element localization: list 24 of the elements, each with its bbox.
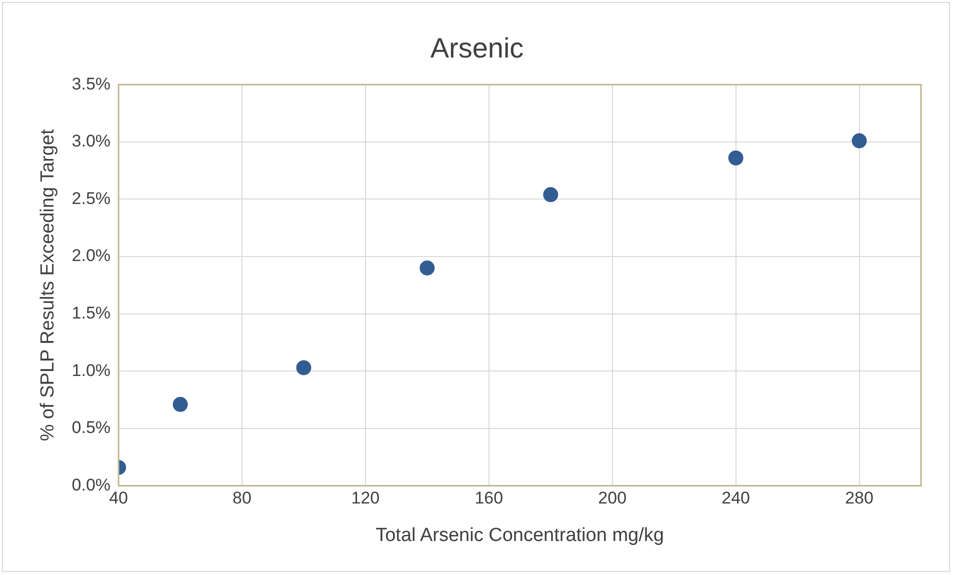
point xyxy=(543,187,558,202)
y-tick-label: 2.0% xyxy=(72,246,111,266)
x-tick-label: 120 xyxy=(351,488,380,508)
chart-title: Arsenic xyxy=(430,32,524,64)
y-tick-label: 3.5% xyxy=(72,74,111,94)
x-axis-title: Total Arsenic Concentration mg/kg xyxy=(376,524,664,546)
x-tick-label: 40 xyxy=(109,488,128,508)
y-tick-label: 1.0% xyxy=(72,360,111,380)
y-tick-label: 0.0% xyxy=(72,475,111,494)
point xyxy=(172,396,188,412)
y-tick-label: 1.5% xyxy=(72,304,111,323)
y-axis-title: % of SPLP Results Exceeding Target xyxy=(38,128,59,442)
y-tick-label: 3.0% xyxy=(72,132,111,151)
point xyxy=(728,150,744,166)
x-tick-label: 80 xyxy=(232,488,252,508)
y-tick-label: 2.5% xyxy=(72,188,111,208)
x-tick-label: 240 xyxy=(722,488,750,508)
point xyxy=(420,260,435,276)
x-tick-label: 160 xyxy=(474,488,504,508)
x-tick-label: 200 xyxy=(598,488,627,508)
y-tick-label: 0.5% xyxy=(72,418,111,438)
point xyxy=(296,360,312,376)
point xyxy=(852,133,867,148)
x-tick-label: 280 xyxy=(845,488,874,508)
